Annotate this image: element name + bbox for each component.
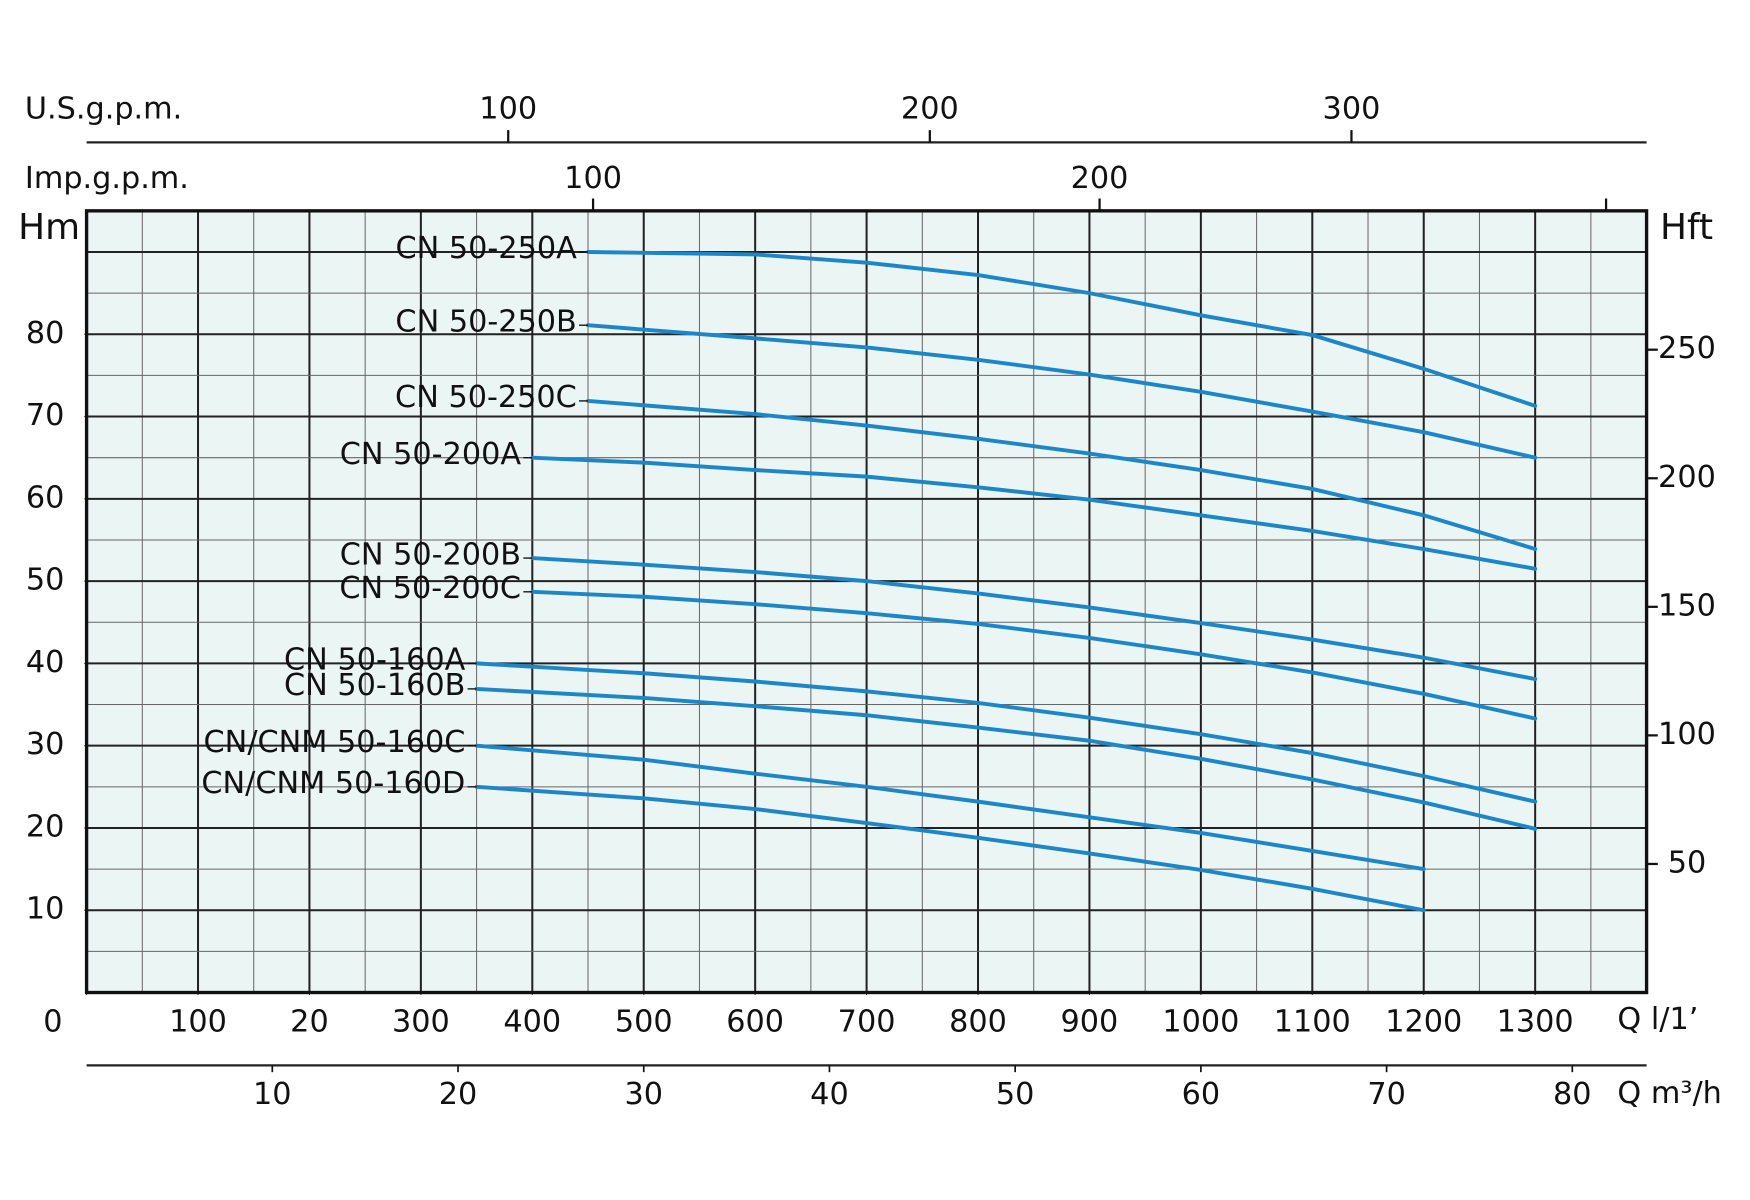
- series-label: CN/CNM 50-160C: [204, 725, 466, 760]
- x-axis-label: Q l/1’: [1617, 1002, 1698, 1037]
- series-label: CN 50-250C: [395, 380, 577, 415]
- x3-tick-label: 80: [1553, 1077, 1592, 1112]
- top1-tick-label: 200: [901, 91, 959, 126]
- series-line: [530, 589, 1538, 721]
- x3-axis-label: Q m³/h: [1617, 1076, 1721, 1111]
- y-tick-label: 10: [26, 892, 65, 927]
- top1-tick-label: 100: [479, 91, 537, 126]
- x3-tick-label: 50: [996, 1077, 1035, 1112]
- x-tick-label: 400: [503, 1004, 561, 1039]
- x-tick-label: 800: [949, 1004, 1007, 1039]
- x3-tick-label: 60: [1182, 1077, 1221, 1112]
- x3-tick-label: 20: [439, 1077, 478, 1112]
- x-tick-label: 900: [1061, 1004, 1119, 1039]
- series-line: [586, 250, 1538, 408]
- series-label: CN 50-160B: [284, 668, 465, 703]
- series-label: CN 50-200B: [340, 537, 521, 572]
- y-tick-label: 30: [26, 727, 65, 762]
- y2-tick-label: 200: [1658, 460, 1716, 495]
- top2-axis-label: Imp.g.p.m.: [25, 161, 189, 196]
- y2-tick-label: 150: [1658, 588, 1716, 623]
- series-line: [474, 784, 1426, 913]
- y-tick-label: 60: [26, 480, 65, 515]
- x3-tick-label: 10: [253, 1077, 292, 1112]
- series-label: CN 50-250B: [395, 304, 576, 339]
- x-tick-label: 100: [169, 1004, 227, 1039]
- y-tick-label: 20: [26, 809, 65, 844]
- x3-tick-label: 40: [810, 1077, 849, 1112]
- top1-axis-label: U.S.g.p.m.: [25, 91, 182, 126]
- y-tick-label: 70: [26, 398, 65, 433]
- top2-tick-label: 100: [564, 161, 622, 196]
- x-tick-label: 1100: [1274, 1004, 1351, 1039]
- top2-tick-label: 200: [1071, 161, 1129, 196]
- series-line: [474, 661, 1538, 804]
- series-line: [474, 686, 1538, 831]
- y-tick-label: 40: [26, 645, 65, 680]
- series-label: CN 50-200C: [339, 571, 521, 606]
- x-tick-label: 600: [726, 1004, 784, 1039]
- series-label: CN 50-160A: [284, 643, 466, 678]
- y2-tick-label: 50: [1668, 845, 1707, 880]
- y-axis-label: Hm: [18, 207, 80, 248]
- y-tick-label: 50: [26, 563, 65, 598]
- series-label: CN 50-250A: [395, 231, 577, 266]
- series-line: [530, 556, 1538, 681]
- x-tick-label: 20: [290, 1004, 329, 1039]
- x-tick-label: 0: [43, 1004, 62, 1039]
- x3-tick-label: 70: [1367, 1077, 1406, 1112]
- x-tick-label: 700: [838, 1004, 896, 1039]
- series-line: [474, 743, 1426, 872]
- x-tick-label: 1200: [1385, 1004, 1462, 1039]
- series-line: [530, 455, 1538, 571]
- top1-tick-label: 300: [1323, 91, 1381, 126]
- series-line: [586, 323, 1538, 460]
- series-label: CN/CNM 50-160D: [201, 766, 465, 801]
- x3-tick-label: 30: [624, 1077, 663, 1112]
- x-tick-label: 300: [392, 1004, 450, 1039]
- x-tick-label: 1300: [1497, 1004, 1574, 1039]
- series-line: [586, 398, 1538, 551]
- y2-axis-label: Hft: [1660, 207, 1713, 248]
- series-label: CN 50-200A: [340, 437, 522, 472]
- x-tick-label: 1000: [1162, 1004, 1239, 1039]
- y2-tick-label: 100: [1658, 717, 1716, 752]
- y2-tick-label: 250: [1658, 331, 1716, 366]
- y-tick-label: 80: [26, 316, 65, 351]
- x-tick-label: 500: [615, 1004, 673, 1039]
